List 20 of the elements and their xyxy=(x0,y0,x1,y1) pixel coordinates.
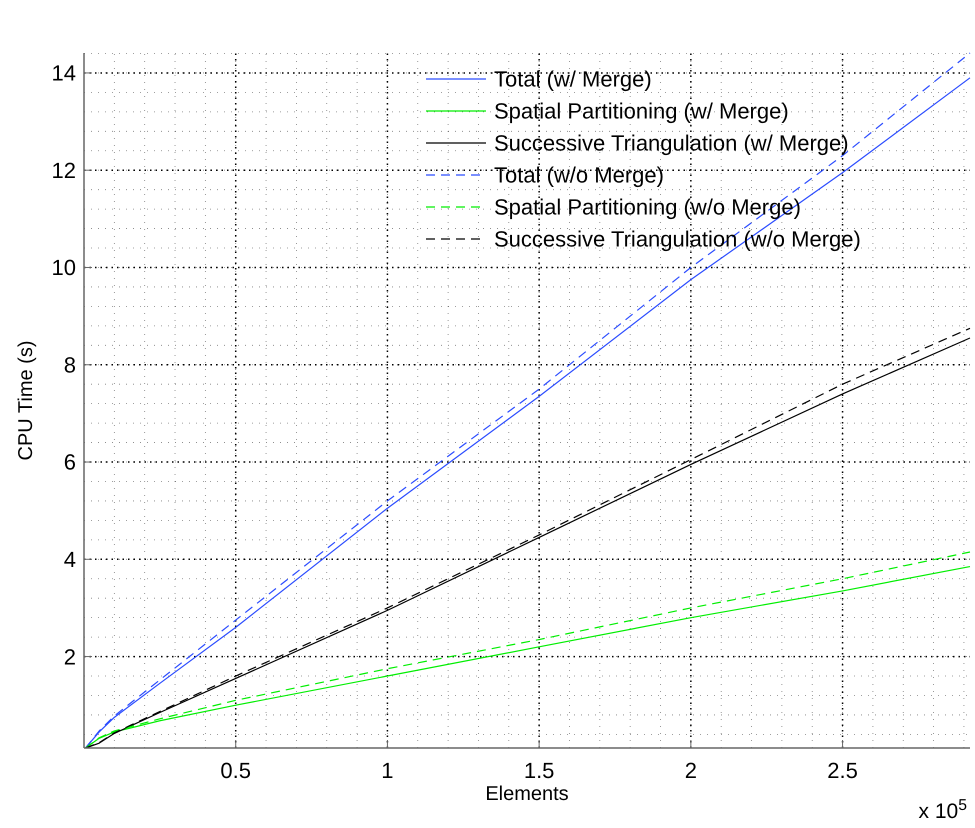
legend-label: Spatial Partitioning (w/ Merge) xyxy=(494,98,789,124)
y-tick-label: 4 xyxy=(64,546,76,572)
x-axis-title: Elements xyxy=(485,783,569,805)
x-tick-label: 2.5 xyxy=(827,758,858,783)
text: x 10$^{5}$ xyxy=(918,796,968,823)
x-tick-label: 0.5 xyxy=(220,758,252,783)
y-tick-label: 12 xyxy=(52,158,76,183)
legend-label: Total (w/o Merge) xyxy=(494,162,664,188)
y-axis-title: CPU Time (s) xyxy=(15,340,37,460)
y-tick-label: 6 xyxy=(64,450,76,475)
x-tick-label: 2 xyxy=(684,758,697,783)
x-tick-label: 1.5 xyxy=(524,758,554,783)
y-tick-label: 2 xyxy=(64,644,76,670)
legend-label: Total (w/ Merge) xyxy=(494,66,652,92)
y-tick-label: 8 xyxy=(64,352,76,378)
legend-label: Successive Triangulation (w/o Merge) xyxy=(494,226,861,252)
legend-label: Successive Triangulation (w/ Merge) xyxy=(494,130,849,156)
x-tick-label: 1 xyxy=(381,758,394,783)
y-tick-label: 10 xyxy=(52,255,76,280)
y-tick-label: 14 xyxy=(52,60,76,86)
